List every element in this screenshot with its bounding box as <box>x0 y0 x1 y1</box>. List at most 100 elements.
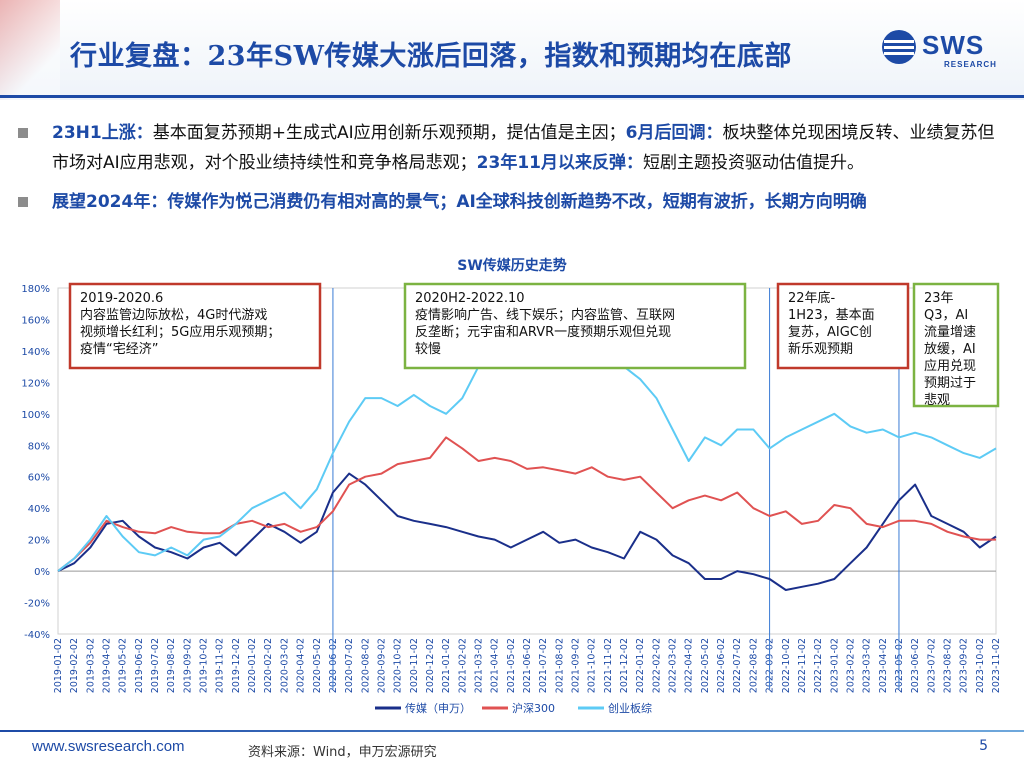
bullet-list: 23H1上涨：基本面复苏预期+生成式AI应用创新乐观预期，提估值是主因；6月后回… <box>14 118 1010 217</box>
y-tick-label: 120% <box>21 378 50 389</box>
x-tick-label: 2021-10-02 <box>587 638 598 693</box>
x-tick-label: 2022-07-02 <box>732 638 743 693</box>
legend-label-1: 传媒（申万） <box>405 702 471 715</box>
x-tick-label: 2019-03-02 <box>85 638 96 693</box>
bullet-text: 板块整体兑现困境反转、业绩复苏但市场对AI应用悲观，对个股业绩持续性和竞争格局悲… <box>52 123 995 173</box>
logo-text: SWS <box>922 30 985 60</box>
x-tick-label: 2020-09-02 <box>376 638 387 693</box>
x-tick-label: 2019-01-02 <box>53 638 64 693</box>
x-tick-label: 2020-01-02 <box>247 638 258 693</box>
annotation-text: 悲观 <box>924 392 950 408</box>
x-tick-label: 2021-01-02 <box>441 638 452 693</box>
x-tick-label: 2020-04-02 <box>296 638 307 693</box>
x-tick-label: 2022-08-02 <box>748 638 759 693</box>
title-rule <box>0 95 1024 98</box>
x-tick-label: 2022-06-02 <box>716 638 727 693</box>
title-background <box>0 0 1024 100</box>
annotation-box-4 <box>912 282 1000 408</box>
y-tick-label: 180% <box>21 284 50 295</box>
y-tick-label: 20% <box>28 536 50 547</box>
line-chart: 180% 160% 140% 120% 100% 80% 60% 40% 20% 0% -20% -4… <box>21 282 1002 715</box>
x-tick-label: 2021-07-02 <box>538 638 549 693</box>
x-tick-label: 2020-02-02 <box>263 638 274 693</box>
x-tick-label: 2023-09-02 <box>959 638 970 693</box>
x-tick-label: 2021-11-02 <box>603 638 614 693</box>
x-tick-label: 2019-02-02 <box>69 638 80 693</box>
series-line-1 <box>57 472 997 591</box>
bullet-highlight: 6月后回调： <box>625 123 723 143</box>
x-tick-label: 2022-11-02 <box>797 638 808 693</box>
x-tick-label: 2023-02-02 <box>845 638 856 693</box>
x-tick-label: 2019-09-02 <box>182 638 193 693</box>
title-bar: 行业复盘：23年SW传媒大涨后回落，指数和预期均在底部 SWS RESEARCH <box>0 0 1024 100</box>
x-tick-label: 2019-11-02 <box>215 638 226 693</box>
annotation-text: 1H23，基本面 <box>788 308 875 323</box>
x-tick-label: 2020-05-02 <box>312 638 323 693</box>
annotation-text: 视频增长红利；5G应用乐观预期； <box>80 324 280 340</box>
x-tick-label: 2022-10-02 <box>781 638 792 693</box>
annotation-text: 预期过于 <box>924 376 976 391</box>
x-tick-label: 2023-10-02 <box>975 638 986 693</box>
annotation-text: 2019-2020.6 <box>80 291 163 306</box>
y-tick-label: 40% <box>28 504 50 515</box>
x-tick-label: 2021-02-02 <box>457 638 468 693</box>
x-tick-label: 2023-07-02 <box>926 638 937 693</box>
x-tick-label: 2023-03-02 <box>862 638 873 693</box>
annotation-text: 内容监管边际放松，4G时代游戏 <box>80 307 267 323</box>
x-tick-label: 2021-06-02 <box>522 638 533 693</box>
annotation-box-3 <box>776 282 910 370</box>
legend-label-3: 创业板综 <box>608 701 652 715</box>
x-tick-label: 2022-03-02 <box>668 638 679 693</box>
x-tick-label: 2020-12-02 <box>425 638 436 693</box>
x-tick-label: 2021-04-02 <box>490 638 501 693</box>
x-tick-label: 2022-02-02 <box>651 638 662 693</box>
annotation-text: 流量增速 <box>924 325 976 340</box>
x-tick-label: 2020-08-02 <box>360 638 371 693</box>
x-tick-label: 2023-08-02 <box>942 638 953 693</box>
chart-title: SW传媒历史走势 <box>457 258 567 274</box>
y-tick-label: 100% <box>21 410 50 421</box>
x-tick-label: 2019-08-02 <box>166 638 177 693</box>
x-tick-label: 2020-10-02 <box>393 638 404 693</box>
x-tick-label: 2020-11-02 <box>409 638 420 693</box>
x-tick-label: 2019-07-02 <box>150 638 161 693</box>
y-tick-label: 140% <box>21 347 50 358</box>
x-tick-label: 2023-11-02 <box>991 638 1002 693</box>
x-tick-label: 2023-01-02 <box>829 638 840 693</box>
annotation-text: 复苏，AIGC创 <box>788 324 872 340</box>
x-tick-label: 2019-10-02 <box>199 638 210 693</box>
bullet-item-2: 展望2024年：传媒作为悦己消费仍有相对高的景气；AI全球科技创新趋势不改，短期… <box>14 187 1010 217</box>
x-tick-label: 2019-06-02 <box>134 638 145 693</box>
annotation-text: 疫情影响广告、线下娱乐；内容监管、互联网 <box>415 307 675 323</box>
y-tick-label: 0% <box>34 567 50 578</box>
logo-subtext: RESEARCH <box>944 60 997 69</box>
x-tick-label: 2022-04-02 <box>684 638 695 693</box>
page-title: 行业复盘：23年SW传媒大涨后回落，指数和预期均在底部 <box>70 41 792 72</box>
x-tick-label: 2020-03-02 <box>279 638 290 693</box>
annotation-text: Q3，AI <box>924 308 968 323</box>
x-tick-label: 2023-06-02 <box>910 638 921 693</box>
y-tick-label: -40% <box>24 630 50 641</box>
annotation-text: 应用兑现 <box>924 358 976 374</box>
bullet-text: 基本面复苏预期+生成式AI应用创新乐观预期，提估值是主因； <box>152 123 626 143</box>
footer-url[interactable]: www.swsresearch.com <box>32 738 185 755</box>
series-line-2 <box>57 436 996 572</box>
annotation-text: 反垄断；元宇宙和ARVR一度预期乐观但兑现 <box>415 324 671 340</box>
annotation-text: 22年底- <box>788 290 836 306</box>
y-tick-label: 160% <box>21 315 50 326</box>
logo-mark-icon <box>882 30 916 64</box>
bullet-highlight: 23年11月以来反弹： <box>476 153 643 173</box>
y-tick-label: 60% <box>28 473 50 484</box>
bullet-square-icon <box>18 128 28 138</box>
x-tick-label: 2021-12-02 <box>619 638 630 693</box>
x-tick-label: 2021-09-02 <box>571 638 582 693</box>
annotation-text: 较慢 <box>415 341 441 357</box>
x-tick-label: 2020-07-02 <box>344 638 355 693</box>
y-tick-label: 80% <box>28 441 50 452</box>
page-number: 5 <box>979 738 988 754</box>
sws-logo: SWS RESEARCH <box>880 24 1020 76</box>
footer-rule <box>0 730 1024 732</box>
x-tick-label: 2022-12-02 <box>813 638 824 693</box>
x-tick-label: 2021-03-02 <box>473 638 484 693</box>
x-tick-label: 2022-01-02 <box>635 638 646 693</box>
